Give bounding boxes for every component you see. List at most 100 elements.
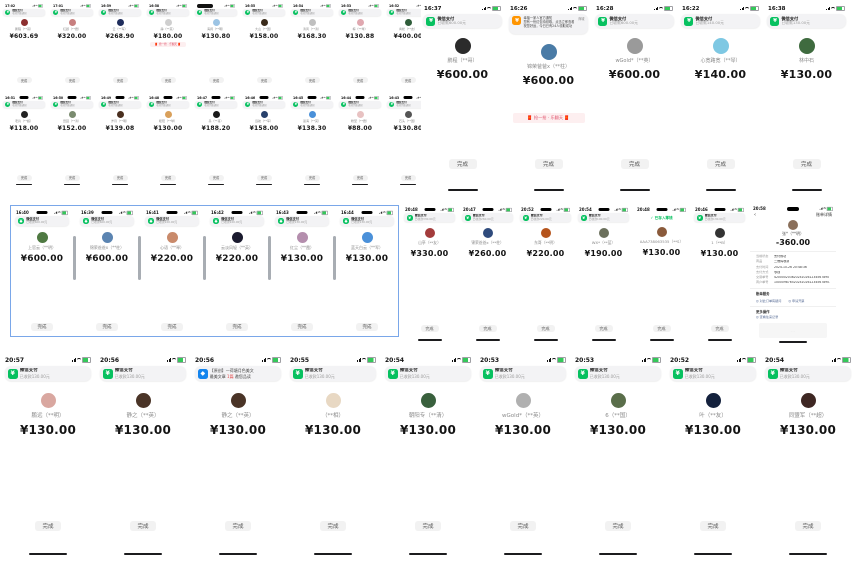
done-button[interactable]: 完成 (400, 77, 416, 83)
done-button[interactable]: 完成 (536, 325, 555, 332)
history-link[interactable]: ◎ 查看往来记录 (756, 315, 779, 320)
detail-row: 当前状态 支付成功 (756, 254, 830, 259)
phone-screenshot[interactable]: 16:54 ¥ 微信支付 收款到账通知 清风（**清） ¥168.30 完成 (290, 2, 334, 86)
phone-screenshot[interactable]: 16:40 ¥ 微信支付 已收款600.00元 上官云（**明） ¥600.00 完成 (13, 208, 71, 334)
done-button[interactable]: 完成 (64, 174, 80, 181)
phone-screenshot[interactable]: 16:47 ¥ 微信支付 收款到账通知 墨（**哥） ¥188.20 完成 (194, 94, 238, 186)
phone-screenshot[interactable]: 16:38 ¥ 微信支付 已收款130.00元 林中石 ¥130.00 完成 (765, 2, 848, 194)
done-button[interactable]: 完成 (208, 77, 224, 83)
done-button[interactable]: 完成 (226, 323, 248, 331)
service-link[interactable]: ◎ 申请开票 (788, 299, 805, 304)
phone-screenshot[interactable]: 16:55 ¥ 微信支付 收款到账通知 大山（**国） ¥158.00 完成 (242, 2, 286, 86)
phone-screenshot[interactable]: 16:39 ¥ 微信支付 已收款600.00元 锦荣爸爸x（**柱） ¥600.00 完成 (78, 208, 136, 334)
done-button[interactable]: 完成 (31, 323, 53, 331)
done-button[interactable]: 完成 (160, 174, 176, 181)
phone-screenshot[interactable]: 20:53 ¥ 微信支付 已收款130.00元 wGold*（**英） ¥130.00 完成 (477, 353, 569, 558)
done-button[interactable]: 完成 (112, 174, 128, 181)
done-button[interactable]: 完成 (96, 323, 118, 331)
done-button[interactable]: 完成 (510, 520, 536, 531)
phone-screenshot[interactable]: 20:54 ¥ 微信支付 已收款190.00元 WX*（**蓝） ¥190.00 完成 (576, 205, 631, 343)
done-button[interactable]: 完成 (448, 159, 477, 169)
done-button[interactable]: 完成 (605, 520, 631, 531)
phone-screenshot[interactable]: 20:56 ◆ 【原创】—荷塘月色美文 最美文章 1篇 邀您品读 静之（**英） ¥130… (192, 353, 284, 558)
done-button[interactable]: 完成 (112, 77, 128, 83)
done-button[interactable]: 完成 (352, 77, 368, 83)
phone-screenshot[interactable]: 20:48 ¥ 微信支付 已收款330.00元 山亭（**友） ¥330.00 完成 (402, 205, 457, 343)
phone-screenshot[interactable]: 20:55 ¥ 微信支付 已收款130.00元 （**相） ¥130.00 完成 (287, 353, 379, 558)
phone-screenshot[interactable]: 20:57 ¥ 微信支付 已收款130.00元 鹏远（**明） ¥130.00 完成 (2, 353, 94, 558)
done-button[interactable]: 完成 (291, 323, 313, 331)
phone-screenshot[interactable]: 20:54 ¥ 微信支付 已收款130.00元 同盟军（**超） ¥130.00 完成 (762, 353, 852, 558)
done-button[interactable]: 完成 (352, 174, 368, 181)
done-button[interactable]: 完成 (795, 520, 821, 531)
scrollbar[interactable] (333, 236, 336, 280)
done-button[interactable]: 完成 (304, 174, 320, 181)
phone-screenshot[interactable]: 20:47 ¥ 微信支付 已收款260.00元 锦荣爸爸x（**柱） ¥260.00 完成 (460, 205, 515, 343)
phone-screenshot[interactable]: 16:44 ¥ 微信支付 收款到账通知 粉黛（**霞） ¥88.00 完成 (338, 94, 382, 186)
service-link[interactable]: ◎ 对此订单有疑问 (756, 299, 782, 304)
done-button[interactable]: 完成 (304, 77, 320, 83)
phone-screenshot[interactable]: 16:41 ¥ 微信支付 已收款220.00元 心语（**琴） ¥220.00 完成 (143, 208, 201, 334)
done-button[interactable]: 完成 (256, 77, 272, 83)
phone-screenshot[interactable]: 20:48 ✓ 已存入零钱 AAA738063535（**S） ¥130.00 完成 (634, 205, 689, 343)
phone-screenshot[interactable]: 16:44 ¥ 微信支付 已收款130.00元 蓝天白云（**军） ¥130.00 完成 (338, 208, 396, 334)
selected-screenshot-group[interactable]: 16:40 ¥ 微信支付 已收款600.00元 上官云（**明） ¥600.00 完成 16:… (10, 205, 399, 337)
phone-screenshot[interactable]: 20:46 ¥ 微信支付 已收款130.00元 1（**B） ¥130.00 完成 (692, 205, 747, 343)
done-button[interactable]: 完成 (710, 325, 729, 332)
done-button[interactable]: 完成 (320, 520, 346, 531)
done-button[interactable]: 完成 (161, 323, 183, 331)
bill-detail-screenshot[interactable]: 20:58 ‹ 账单详情 张*（**明） -360.00 当前状态 支付成功 商品 二维码收款支… (750, 205, 836, 343)
done-button[interactable]: 完成 (16, 174, 32, 181)
done-button[interactable]: 完成 (130, 520, 156, 531)
phone-screenshot[interactable]: 16:58 ¥ 微信支付 收款到账通知 静（**英） ¥180.00 🧧 抢一抢 · 乐翻天… (146, 2, 190, 86)
done-button[interactable]: 完成 (706, 159, 735, 169)
done-button[interactable]: 完成 (225, 520, 251, 531)
done-button[interactable]: 完成 (356, 323, 378, 331)
status-time: 16:46 (245, 95, 256, 100)
done-button[interactable]: 完成 (16, 77, 32, 83)
done-button[interactable]: 完成 (35, 520, 61, 531)
done-button[interactable]: 完成 (534, 159, 563, 169)
phone-screenshot[interactable]: ¥ 微信支付 收款到账通知 海阔（**明） ¥130.80 完成 (194, 2, 238, 86)
phone-screenshot[interactable]: 16:46 ¥ 微信支付 收款到账通知 远航（**军） ¥158.00 完成 (242, 94, 286, 186)
phone-screenshot[interactable]: 16:59 ¥ 微信支付 收款到账通知 云（**军） ¥268.90 完成 (98, 2, 142, 86)
scrollbar[interactable] (268, 236, 271, 280)
done-button[interactable]: 完成 (160, 77, 176, 83)
phone-screenshot[interactable]: 16:43 ¥ 微信支付 已收款130.00元 红尘（**霞） ¥130.00 完成 (273, 208, 331, 334)
phone-screenshot[interactable]: 16:22 ¥ 微信支付 已收款140.00元 心宽路宽（**琴） ¥140.00 完成 (679, 2, 762, 194)
done-button[interactable]: 完成 (400, 174, 416, 181)
phone-screenshot[interactable]: 16:45 ¥ 微信支付 收款到账通知 蓝海（**英） ¥138.30 完成 (290, 94, 334, 186)
done-button[interactable]: 完成 (256, 174, 272, 181)
phone-screenshot[interactable]: 20:52 ¥ 微信支付 已收款130.00元 叶（**友） ¥130.00 完成 (667, 353, 759, 558)
back-icon[interactable]: ‹ (754, 211, 756, 218)
done-button[interactable]: 完成 (792, 159, 821, 169)
phone-screenshot[interactable]: 16:53 ¥ 微信支付 收款到账通知 梅（**琴） ¥130.88 完成 (338, 2, 382, 86)
phone-screenshot[interactable]: 20:56 ¥ 微信支付 已收款130.00元 静之（**英） ¥130.00 完成 (97, 353, 189, 558)
done-button[interactable]: 完成 (594, 325, 613, 332)
phone-screenshot[interactable]: 16:37 ¥ 微信支付 已收款600.00元 鹏程（**哥） ¥600.00 完成 (421, 2, 504, 194)
phone-screenshot[interactable]: 16:42 ¥ 微信支付 已收款220.00元 云淡风轻（**英） ¥220.00 完成 (208, 208, 266, 334)
phone-screenshot[interactable]: 20:54 ¥ 微信支付 已收款130.00元 朝阳专（**清） ¥130.00 完成 (382, 353, 474, 558)
phone-screenshot[interactable]: 20:52 ¥ 微信支付 已收款220.00元 东哥（**明） ¥220.00 完成 (518, 205, 573, 343)
done-button[interactable]: 完成 (478, 325, 497, 332)
done-button[interactable]: 完成 (415, 520, 441, 531)
done-button[interactable]: 完成 (420, 325, 439, 332)
done-button[interactable]: 完成 (64, 77, 80, 83)
phone-screenshot[interactable]: 16:28 ¥ 微信支付 已收款600.00元 wGold*（**英） ¥600.00 完成 (593, 2, 676, 194)
scrollbar[interactable] (138, 236, 141, 280)
phone-screenshot[interactable]: 20:53 ¥ 微信支付 已收款130.00元 6（**国） ¥130.00 完成 (572, 353, 664, 558)
done-button[interactable]: 完成 (652, 325, 671, 332)
phone-screenshot[interactable]: 17:02 ¥ 微信支付 收款到账通知 鹏程（**哥） ¥603.69 完成 (2, 2, 46, 86)
scrollbar[interactable] (203, 236, 206, 280)
scrollbar[interactable] (73, 236, 76, 280)
done-button[interactable]: 完成 (620, 159, 649, 169)
phone-screenshot[interactable]: 16:51 ¥ 微信支付 收款到账通知 老兵（**超） ¥118.00 完成 (2, 94, 46, 186)
phone-screenshot[interactable]: 17:01 ¥ 微信支付 收款到账通知 红颜（**霞） ¥320.00 完成 (50, 2, 94, 86)
phone-screenshot[interactable]: 16:50 ¥ 微信支付 收款到账通知 田园（**清） ¥152.00 完成 (50, 94, 94, 186)
done-button[interactable]: 完成 (700, 520, 726, 531)
phone-screenshot[interactable]: 16:48 ¥ 微信支付 收款到账通知 暖阳（**琴） ¥130.00 完成 (146, 94, 190, 186)
signal-icon (119, 211, 123, 214)
phone-screenshot[interactable]: 16:26 ¥ 幸福一家人官方通知 您有一份红包待领取，点击立即查看 祝您好运，今日已有… (507, 2, 590, 194)
done-button[interactable]: 完成 (208, 174, 224, 181)
phone-screenshot[interactable]: 16:49 ¥ 微信支付 收款到账通知 岁月（**明） ¥139.08 完成 (98, 94, 142, 186)
